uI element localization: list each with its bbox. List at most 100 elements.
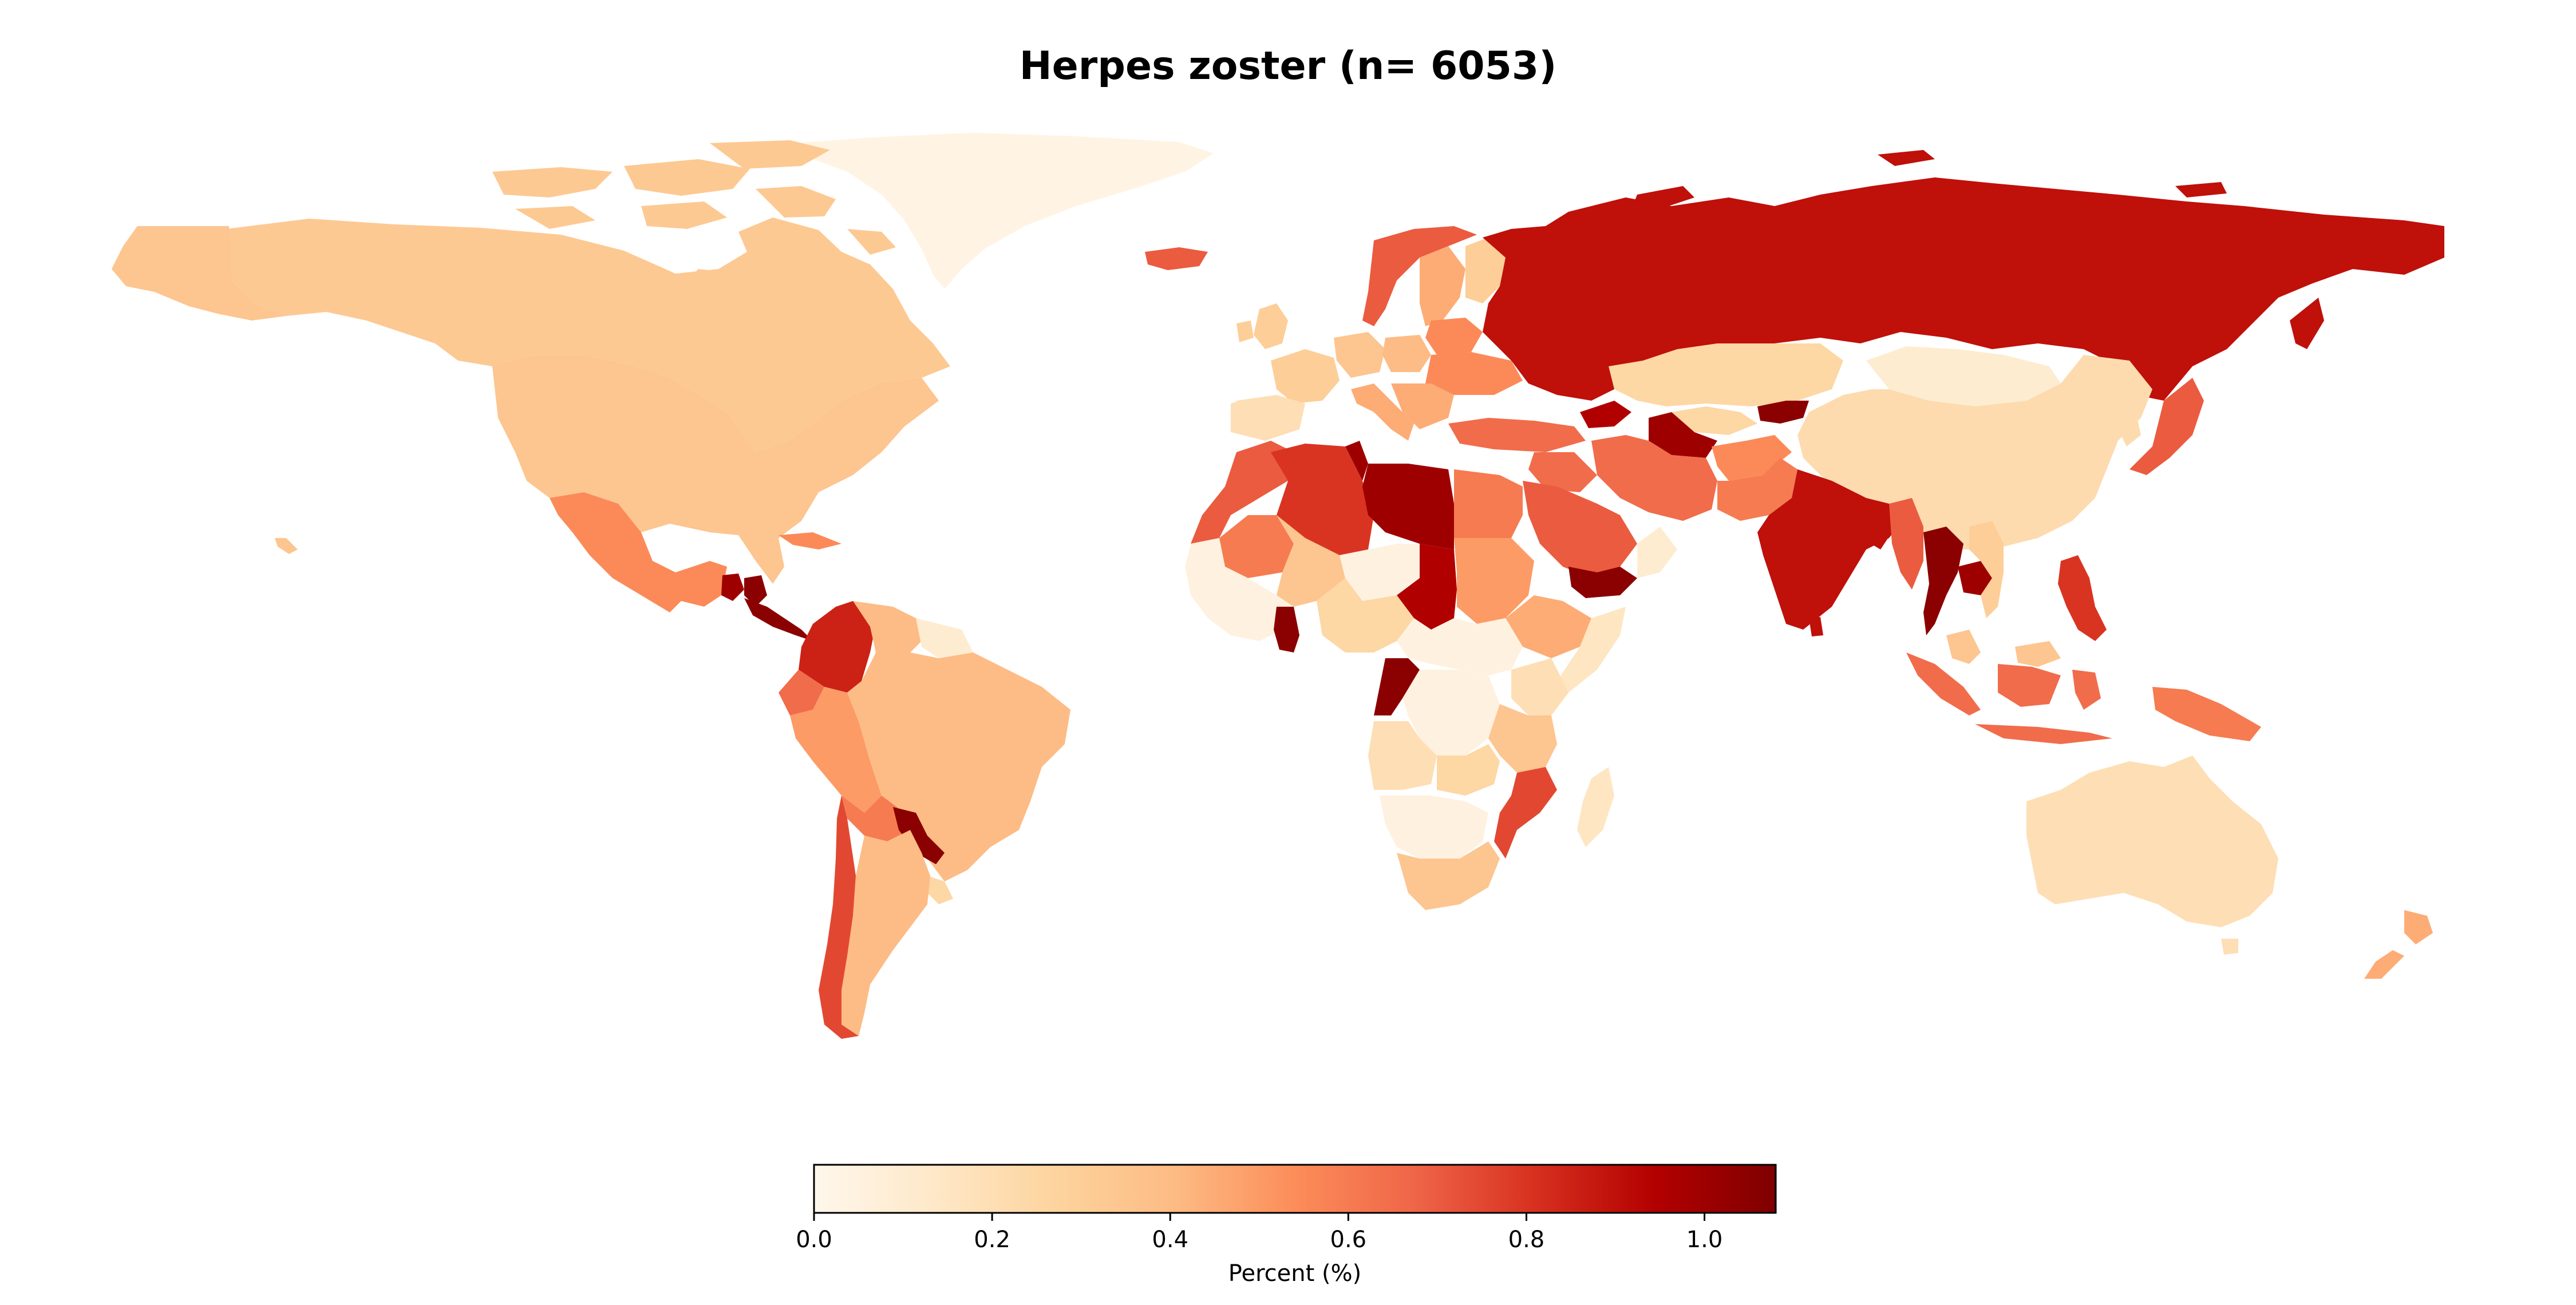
region-sri-lanka — [1809, 617, 1823, 636]
region-turkey — [1448, 418, 1586, 452]
region-egypt — [1454, 469, 1523, 538]
region-uzbekistan — [1672, 406, 1757, 435]
country-shapes — [112, 133, 2444, 1039]
region-indonesia — [1906, 652, 2112, 744]
region-chile — [819, 796, 859, 1039]
region-russia — [1483, 177, 2444, 401]
region-greenland — [796, 133, 1214, 289]
region-turkmenistan — [1649, 412, 1717, 458]
colorbar-label: Percent (%) — [1228, 1260, 1361, 1287]
region-philippines — [2058, 555, 2107, 641]
region-uk — [1254, 303, 1288, 349]
region-algeria — [1271, 444, 1374, 555]
region-ethiopia — [1506, 595, 1591, 658]
region-spain — [1236, 395, 1305, 441]
region-italy — [1351, 383, 1414, 441]
region-china — [1797, 355, 2152, 549]
colorbar-ticks: 0.0 0.2 0.4 0.6 0.8 1.0 — [796, 1213, 1722, 1253]
region-colombia — [799, 601, 876, 693]
region-germany — [1334, 332, 1385, 378]
region-tanzania — [1488, 704, 1557, 773]
colorbar-tick-label: 0.4 — [1152, 1227, 1188, 1253]
region-georgia — [1580, 401, 1631, 428]
region-sweden — [1420, 246, 1465, 326]
region-zambia — [1437, 744, 1500, 796]
region-central-africa — [1397, 618, 1523, 675]
region-tasmania — [2221, 939, 2238, 955]
region-congo — [1374, 658, 1420, 715]
region-west-africa — [1185, 538, 1294, 641]
region-ukraine — [1425, 352, 1523, 395]
region-cuba — [779, 532, 841, 549]
region-kyrgyzstan — [1757, 401, 1809, 424]
region-guatemala — [721, 574, 744, 601]
region-tunisia — [1345, 441, 1368, 481]
region-pakistan — [1717, 458, 1797, 521]
region-nigeria — [1317, 578, 1414, 652]
region-belarus — [1425, 318, 1483, 355]
region-canada — [223, 217, 950, 452]
region-png — [2152, 687, 2261, 741]
region-france — [1271, 349, 1340, 404]
region-niger — [1340, 544, 1420, 601]
region-mongolia — [1866, 346, 2061, 406]
region-bangladesh — [1866, 512, 1892, 549]
region-cambodia — [1958, 561, 1992, 595]
region-norway — [1362, 226, 1477, 326]
region-myanmar — [1889, 498, 1923, 590]
region-honduras — [744, 575, 767, 607]
colorbar: 0.0 0.2 0.4 0.6 0.8 1.0 Percent (%) — [796, 1164, 1777, 1287]
region-uruguay — [927, 876, 953, 904]
colorbar-tick-label: 0.6 — [1330, 1227, 1367, 1253]
region-guyana — [916, 618, 973, 658]
region-iraq-syria — [1528, 452, 1597, 492]
region-balkans — [1391, 383, 1454, 429]
region-yemen — [1568, 567, 1637, 598]
region-india — [1757, 469, 1906, 630]
region-madagascar — [1577, 767, 1614, 847]
colorbar-tick-label: 0.8 — [1508, 1227, 1545, 1253]
region-kenya — [1511, 658, 1568, 715]
region-angola — [1368, 721, 1437, 790]
region-new-zealand — [2364, 910, 2433, 979]
region-paraguay — [893, 807, 945, 864]
region-argentina — [841, 830, 930, 1036]
region-korea — [2118, 409, 2141, 446]
region-afghanistan — [1712, 435, 1792, 481]
region-canada-islands — [492, 140, 896, 255]
region-iceland — [1145, 247, 1208, 270]
region-malaysia — [1946, 630, 2061, 667]
region-portugal — [1231, 401, 1242, 435]
colorbar-tick-label: 1.0 — [1686, 1227, 1723, 1253]
region-central-america — [744, 598, 813, 641]
region-drc — [1402, 670, 1500, 756]
colorbar-tick-label: 0.2 — [974, 1227, 1010, 1253]
region-namibia-botswana — [1380, 796, 1488, 859]
region-alaska — [112, 226, 286, 321]
region-finland — [1465, 238, 1506, 303]
region-ecuador — [779, 670, 824, 715]
region-oman — [1637, 527, 1677, 578]
region-poland — [1382, 335, 1431, 372]
region-japan — [2129, 378, 2204, 475]
region-chad — [1397, 544, 1457, 630]
region-ireland — [1236, 321, 1254, 342]
region-hawaii — [275, 538, 298, 554]
region-thailand — [1923, 527, 1963, 635]
region-kazakhstan — [1609, 343, 1843, 406]
region-vietnam — [1969, 521, 2004, 618]
region-south-africa — [1397, 841, 1500, 910]
region-venezuela — [853, 601, 927, 652]
region-morocco — [1191, 441, 1294, 544]
region-mali — [1277, 515, 1345, 607]
region-brazil — [847, 652, 1070, 881]
region-australia — [2026, 756, 2278, 927]
region-somalia — [1557, 607, 1626, 693]
region-ghana — [1274, 607, 1299, 652]
chart-title: Herpes zoster (n= 6053) — [1020, 43, 1557, 89]
region-mauritania — [1219, 515, 1294, 578]
region-peru — [790, 687, 882, 813]
region-mozambique — [1494, 767, 1557, 859]
region-libya — [1362, 464, 1454, 549]
